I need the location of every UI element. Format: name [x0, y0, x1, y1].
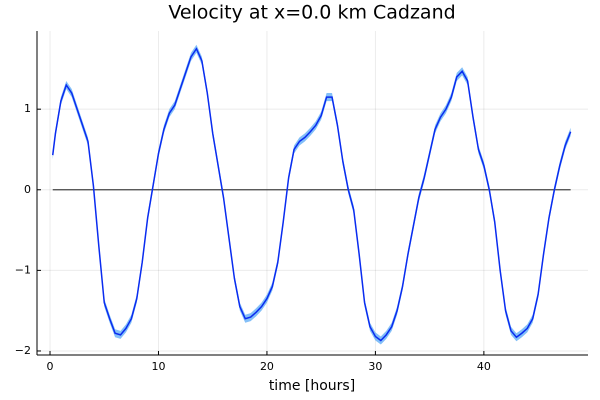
- x-tick-label: 20: [260, 360, 274, 373]
- y-tick-label: 1: [24, 102, 31, 115]
- y-tick-label: −1: [15, 263, 31, 276]
- line: [51, 47, 572, 342]
- x-tick-label: 30: [368, 360, 382, 373]
- error-band: [52, 44, 571, 345]
- x-tick-label: 10: [151, 360, 165, 373]
- x-tick-label: 40: [477, 360, 491, 373]
- y-tick-label: 0: [24, 183, 31, 196]
- chart-title: Velocity at x=0.0 km Cadzand: [168, 2, 455, 24]
- y-tick-label: −2: [15, 344, 31, 357]
- x-axis-label: time [hours]: [269, 378, 355, 394]
- x-tick-label: 0: [47, 360, 54, 373]
